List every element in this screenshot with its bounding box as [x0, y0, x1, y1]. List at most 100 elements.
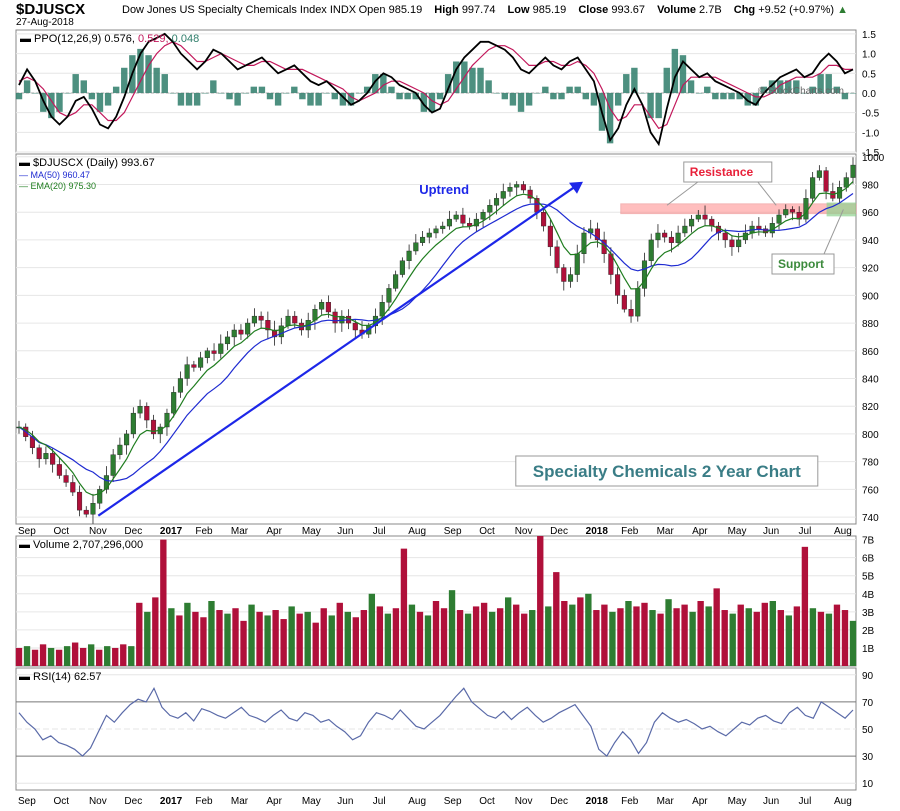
candle-body — [265, 320, 271, 331]
chart-date: 27-Aug-2018 — [16, 17, 74, 28]
ppo-histogram-bar — [339, 92, 347, 106]
candle-body — [500, 191, 506, 199]
x-axis-label-bottom: Mar — [231, 796, 249, 807]
low-value: 985.19 — [532, 4, 567, 16]
ppo-histogram-bar — [493, 92, 500, 94]
volume-bar — [504, 597, 512, 666]
ma50-line — [18, 193, 854, 482]
volume-bar — [561, 601, 568, 666]
ppo-histogram-bar — [315, 92, 322, 106]
candle-body — [393, 274, 399, 289]
candle-body — [164, 412, 170, 428]
candle-body — [520, 184, 526, 191]
volume-bar — [136, 602, 143, 666]
candle-body — [662, 232, 668, 238]
volume-bar — [753, 611, 760, 666]
candle-body — [137, 406, 143, 414]
candle-body — [648, 239, 654, 261]
rsi-tick-label: 10 — [862, 779, 874, 790]
volume-bar — [569, 604, 576, 666]
volume-bar — [521, 613, 528, 666]
ppo-histogram-bar — [169, 92, 177, 94]
x-axis-label-top: Nov — [89, 526, 107, 537]
ppo-histogram-bar — [558, 92, 565, 100]
volume-bar — [376, 606, 384, 666]
ppo-histogram-bar — [112, 86, 120, 93]
ppo-histogram-bar — [436, 92, 444, 100]
high-label: High — [434, 4, 459, 16]
candle-body — [231, 329, 237, 338]
volume-bar — [553, 572, 560, 666]
x-axis-label-top: Apr — [692, 526, 708, 537]
volume-bar — [697, 601, 704, 666]
price-tick-label: 940 — [862, 236, 879, 247]
candle-body — [615, 274, 621, 296]
volume-bar — [432, 601, 440, 666]
open-value: 985.19 — [388, 4, 423, 16]
candle-body — [36, 447, 42, 460]
candle-body — [325, 302, 331, 313]
ppo-histogram-bar — [525, 92, 533, 106]
volume-bar — [440, 608, 448, 666]
rsi-tick-label: 50 — [862, 725, 874, 736]
ppo-histogram-bar — [96, 92, 104, 112]
candle-body — [514, 184, 520, 188]
volume-bar — [609, 611, 616, 666]
chg-value: +9.52 (+0.97%) — [758, 4, 835, 16]
ppo-histogram-bar — [542, 86, 549, 93]
volume-tick-label: 7B — [862, 536, 875, 547]
ppo-histogram-bar — [347, 92, 355, 106]
volume-tick-label: 3B — [862, 608, 875, 619]
ppo-histogram-bar — [388, 86, 395, 93]
candle-body — [453, 214, 459, 220]
candle-body — [668, 236, 674, 243]
candle-body — [386, 288, 392, 303]
ppo-histogram-bar — [226, 92, 233, 100]
candle-body — [816, 170, 822, 178]
ppo-histogram-bar — [679, 55, 687, 93]
candle-body — [473, 218, 479, 227]
volume-bar — [55, 649, 63, 666]
x-axis-label-bottom: Sep — [18, 796, 36, 807]
volume-bar — [689, 611, 696, 666]
candle-body — [103, 475, 109, 490]
x-axis-label-bottom: Jul — [799, 796, 812, 807]
ppo-histogram-bar — [485, 80, 492, 93]
ppo-histogram-bar — [250, 86, 258, 93]
volume-bar — [144, 611, 151, 666]
volume-bar — [176, 615, 183, 666]
volume-bar — [537, 536, 544, 666]
volume-bar — [304, 611, 311, 666]
volume-bar — [801, 546, 809, 666]
ppo-histogram-bar — [64, 92, 71, 94]
candle-body — [177, 378, 183, 393]
candle-body — [238, 329, 244, 335]
volume-bar — [825, 613, 833, 666]
candle-body — [83, 509, 89, 515]
ppo-histogram-bar — [736, 92, 743, 100]
x-axis-label-bottom: Nov — [515, 796, 533, 807]
candle-body — [722, 232, 728, 241]
candle-body — [258, 315, 264, 321]
volume-bar — [577, 597, 584, 666]
resistance-pointer-right — [757, 181, 777, 206]
chart-title-text: Specialty Chemicals 2 Year Chart — [533, 462, 801, 481]
x-axis-label-top: Jun — [763, 526, 779, 537]
ppo-histogram-bar — [56, 92, 63, 112]
ppo-histogram-bar — [80, 80, 87, 93]
candle-body — [144, 406, 150, 421]
x-axis-label-bottom: May — [302, 796, 321, 807]
low-label: Low — [507, 4, 530, 16]
ppo-histogram-bar — [137, 48, 144, 93]
ppo-histogram-bar — [444, 74, 452, 93]
ppo-histogram-bar — [849, 92, 857, 94]
ppo-histogram-bar — [574, 86, 581, 93]
candle-body — [413, 242, 419, 252]
ppo-histogram-bar — [355, 92, 363, 94]
ppo-histogram-bar — [631, 67, 638, 93]
volume-bar — [328, 615, 335, 666]
candle-body — [211, 350, 217, 354]
ppo-tick-label: 1.5 — [862, 30, 876, 41]
x-axis-label-bottom: Jun — [337, 796, 353, 807]
